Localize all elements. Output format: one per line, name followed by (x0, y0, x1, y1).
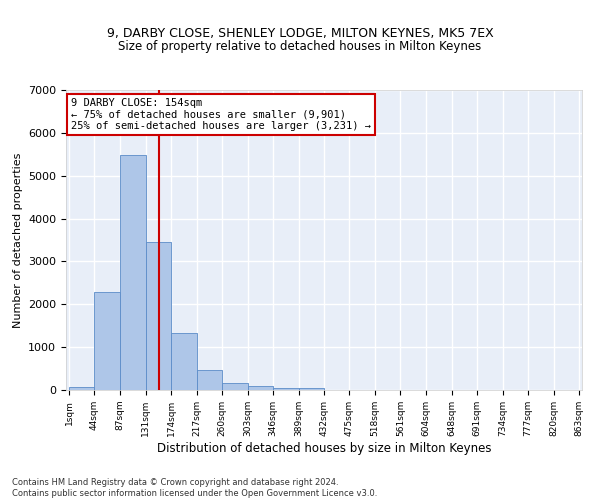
Bar (69, 387, 94, 390)
Bar (120, 155, 146, 390)
Bar (222, 383, 248, 390)
Bar (248, 386, 273, 390)
Y-axis label: Number of detached properties: Number of detached properties (13, 152, 23, 328)
Bar (273, 388, 299, 390)
Text: 9, DARBY CLOSE, SHENLEY LODGE, MILTON KEYNES, MK5 7EX: 9, DARBY CLOSE, SHENLEY LODGE, MILTON KE… (107, 28, 493, 40)
Bar (94, 292, 120, 390)
X-axis label: Distribution of detached houses by size in Milton Keynes: Distribution of detached houses by size … (157, 442, 491, 454)
Bar (146, 242, 172, 390)
Bar (299, 388, 324, 390)
Text: Size of property relative to detached houses in Milton Keynes: Size of property relative to detached ho… (118, 40, 482, 53)
Bar (172, 334, 197, 390)
Text: Contains HM Land Registry data © Crown copyright and database right 2024.
Contai: Contains HM Land Registry data © Crown c… (12, 478, 377, 498)
Bar (197, 370, 222, 390)
Text: 9 DARBY CLOSE: 154sqm
← 75% of detached houses are smaller (9,901)
25% of semi-d: 9 DARBY CLOSE: 154sqm ← 75% of detached … (71, 98, 371, 131)
